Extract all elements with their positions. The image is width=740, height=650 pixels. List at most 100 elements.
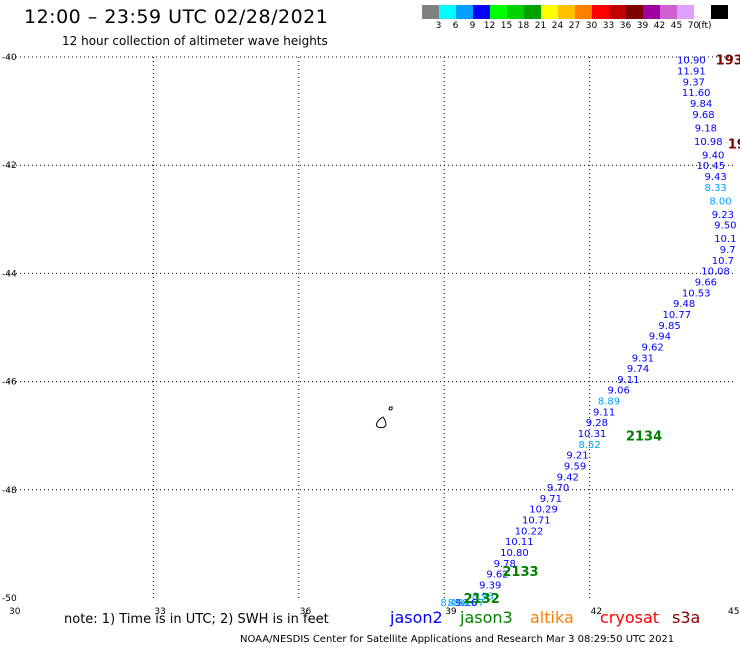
scale-label: 70 bbox=[687, 21, 700, 31]
wave-height-value: 8.33 bbox=[704, 183, 726, 194]
satellite-legend-item: s3a bbox=[672, 608, 701, 627]
scale-label: 6 bbox=[452, 21, 459, 31]
scale-label: 30 bbox=[585, 21, 598, 31]
wave-height-value: 11.60 bbox=[682, 88, 711, 99]
scale-swatch bbox=[694, 5, 711, 19]
scale-swatch bbox=[609, 5, 626, 19]
satellite-legend-item: altika bbox=[530, 608, 574, 627]
scale-label: 18 bbox=[517, 21, 530, 31]
scale-swatch bbox=[711, 5, 728, 19]
wave-height-value: 9.39 bbox=[479, 580, 501, 591]
wave-height-value: 9.06 bbox=[608, 386, 630, 397]
wave-height-value: 8.94 bbox=[448, 598, 470, 609]
wave-height-value: 8.93 bbox=[472, 591, 494, 602]
wave-height-value: 9.70 bbox=[547, 483, 569, 494]
scale-label: 12 bbox=[483, 21, 496, 31]
wave-height-value: 9.43 bbox=[704, 172, 726, 183]
scale-swatch bbox=[677, 5, 694, 19]
map-title: 12:00 – 23:59 UTC 02/28/2021 bbox=[24, 6, 329, 28]
scale-swatch bbox=[490, 5, 507, 19]
island-outline bbox=[375, 416, 387, 429]
color-scale-legend: 3 6 9 12 15 18 21 24 27 30 33 36 39 42 45 70 (ft) bbox=[422, 5, 728, 35]
wave-height-value: 11.91 bbox=[677, 67, 706, 78]
scale-swatch bbox=[524, 5, 541, 19]
wave-height-value: 10.7 bbox=[712, 256, 734, 267]
pass-time-label: 2133 bbox=[502, 565, 538, 580]
scale-label: 27 bbox=[568, 21, 581, 31]
wave-height-value: 9.11 bbox=[593, 407, 615, 418]
scale-label: 21 bbox=[534, 21, 547, 31]
wave-height-value: 9.23 bbox=[712, 210, 734, 221]
wave-height-value: 9.16 bbox=[455, 598, 477, 609]
wave-height-value: 9.66 bbox=[695, 278, 717, 289]
wave-height-value: 8.52 bbox=[578, 440, 600, 451]
wave-height-value: 9.37 bbox=[683, 77, 705, 88]
wave-height-value: 9.85 bbox=[658, 321, 680, 332]
wave-height-value: 10.53 bbox=[682, 288, 711, 299]
wave-height-value: 8.07 bbox=[462, 598, 484, 609]
wave-height-value: 9.42 bbox=[557, 472, 579, 483]
pass-time-label: 1935 bbox=[716, 54, 740, 69]
wave-height-value: 9.62 bbox=[641, 342, 663, 353]
lon-tick-label: 39 bbox=[445, 607, 457, 617]
wave-height-value: 9.21 bbox=[566, 451, 588, 462]
scale-swatch bbox=[541, 5, 558, 19]
scale-swatch bbox=[558, 5, 575, 19]
scale-label: 15 bbox=[500, 21, 513, 31]
wave-height-value: 10.29 bbox=[529, 505, 558, 516]
pass-time-label: 2132 bbox=[464, 592, 500, 607]
scale-swatch bbox=[660, 5, 677, 19]
lat-tick-label: -46 bbox=[2, 378, 17, 388]
wave-height-value: 9.68 bbox=[692, 110, 714, 121]
wave-height-value: 10.22 bbox=[515, 526, 544, 537]
credit-line: NOAA/NESDIS Center for Satellite Applica… bbox=[240, 634, 675, 645]
map-subtitle: 12 hour collection of altimeter wave hei… bbox=[62, 34, 328, 48]
scale-swatch bbox=[473, 5, 490, 19]
wave-height-value: 9.11 bbox=[617, 375, 639, 386]
lat-tick-label: -48 bbox=[2, 486, 17, 496]
lon-tick-label: 30 bbox=[9, 607, 21, 617]
wave-height-value: 9.48 bbox=[673, 299, 695, 310]
wave-height-value: 10.80 bbox=[500, 548, 529, 559]
island-outlines bbox=[375, 406, 393, 429]
wave-height-value: 9.71 bbox=[540, 494, 562, 505]
lat-tick-label: -50 bbox=[2, 594, 17, 604]
lat-tick-label: -44 bbox=[2, 269, 17, 279]
satellite-legend-item: jason3 bbox=[460, 608, 513, 627]
wave-height-value: 9.50 bbox=[714, 221, 736, 232]
satellite-legend-item: jason2 bbox=[390, 608, 443, 627]
scale-label: 24 bbox=[551, 21, 564, 31]
wave-height-value: 10.90 bbox=[677, 56, 706, 67]
scale-label: 3 bbox=[435, 21, 442, 31]
scale-label: 39 bbox=[636, 21, 649, 31]
scale-swatch bbox=[456, 5, 473, 19]
wave-height-value: 9.40 bbox=[702, 150, 724, 161]
scale-swatch bbox=[439, 5, 456, 19]
wave-height-value: 9.28 bbox=[586, 418, 608, 429]
scale-swatch bbox=[507, 5, 524, 19]
wave-height-value: 8.46 bbox=[440, 598, 462, 609]
wave-height-value: 8.00 bbox=[709, 196, 731, 207]
wave-height-value: 9.59 bbox=[564, 461, 586, 472]
lon-tick-label: 36 bbox=[300, 607, 312, 617]
wave-height-value: 10.71 bbox=[522, 516, 551, 527]
pass-time-label: 2134 bbox=[626, 430, 662, 445]
lon-tick-label: 33 bbox=[154, 607, 165, 617]
grid-lines bbox=[8, 56, 735, 598]
scale-label: 9 bbox=[469, 21, 476, 31]
wave-height-value: 9.94 bbox=[649, 332, 671, 343]
scale-swatch bbox=[643, 5, 660, 19]
scale-swatch bbox=[626, 5, 643, 19]
islet-outline bbox=[388, 406, 393, 411]
wave-height-value: 9.62 bbox=[486, 570, 508, 581]
footer-note: note: 1) Time is in UTC; 2) SWH is in fe… bbox=[64, 612, 329, 627]
wave-height-value: 9.74 bbox=[627, 364, 649, 375]
axis-tick-labels: 30 33 36 39 42 45 -40 -42 -44 -46 -48 -50 bbox=[2, 53, 739, 617]
scale-label: 42 bbox=[653, 21, 666, 31]
scale-label: 36 bbox=[619, 21, 632, 31]
scale-swatch bbox=[575, 5, 592, 19]
wave-height-value: 10.77 bbox=[663, 310, 692, 321]
